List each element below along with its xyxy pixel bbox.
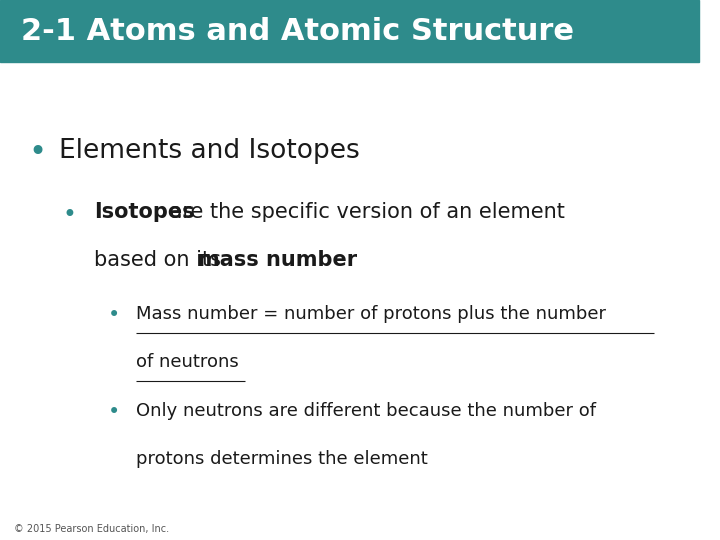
Text: •: • [28, 138, 46, 167]
Text: © 2015 Pearson Education, Inc.: © 2015 Pearson Education, Inc. [14, 523, 169, 534]
Bar [0, 0, 699, 62]
Text: Elements and Isotopes: Elements and Isotopes [60, 138, 360, 164]
Text: Mass number = number of protons plus the number: Mass number = number of protons plus the… [136, 305, 606, 323]
Text: •: • [109, 305, 121, 325]
Text: mass number: mass number [198, 250, 357, 270]
Text: Only neutrons are different because the number of: Only neutrons are different because the … [136, 402, 596, 420]
Text: •: • [63, 202, 77, 226]
Text: based on its: based on its [94, 250, 228, 270]
Text: are the specific version of an element: are the specific version of an element [163, 202, 564, 222]
Text: of neutrons: of neutrons [136, 353, 239, 370]
Text: protons determines the element: protons determines the element [136, 450, 428, 468]
Text: 2-1 Atoms and Atomic Structure: 2-1 Atoms and Atomic Structure [21, 17, 574, 45]
Text: •: • [109, 402, 121, 422]
Text: Isotopes: Isotopes [94, 202, 195, 222]
